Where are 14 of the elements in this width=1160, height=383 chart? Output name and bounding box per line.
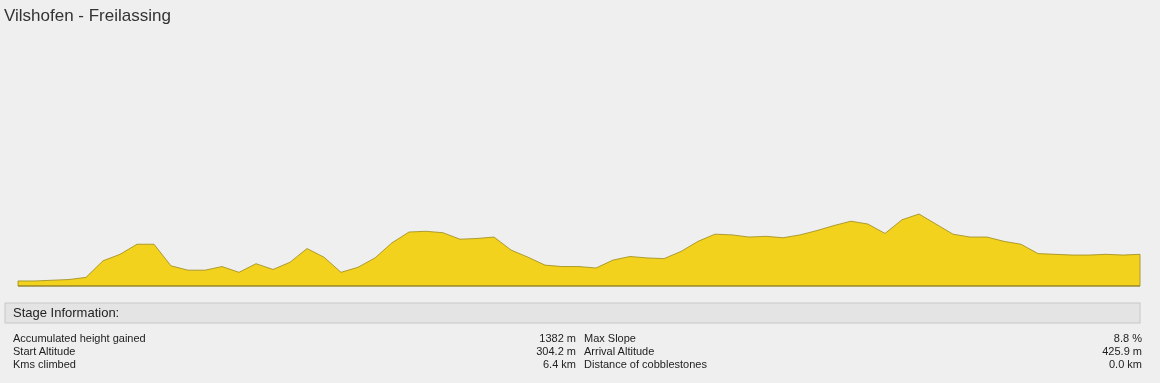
text: 8.8 % [1113,332,1143,344]
text: 6.4 km [542,358,576,370]
text: Distance of cobblestones [584,358,708,370]
text: Start Altitude [13,345,76,357]
text: Arrival Altitude [584,345,655,357]
chart-title: Vilshofen - Freilassing [4,6,171,25]
text: 0.0 km [1108,358,1142,370]
text: 425.9 m [1102,345,1142,357]
text: Accumulated height gained [13,332,146,344]
text: Kms climbed [13,358,76,370]
text: 304.2 m [536,345,576,357]
text: Max Slope [584,332,636,344]
text: 1382 m [539,332,576,344]
text: Stage Information: [13,305,120,320]
